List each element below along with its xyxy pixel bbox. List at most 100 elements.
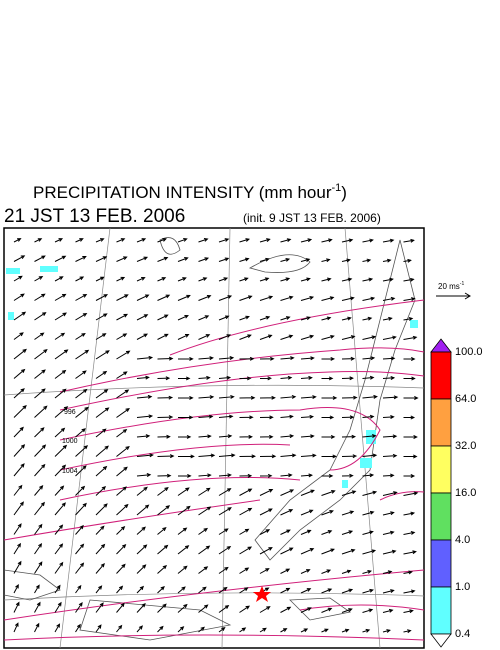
wind-arrow: [239, 415, 254, 420]
wind-arrow: [239, 546, 253, 555]
wind-arrow: [280, 489, 295, 496]
wind-arrow: [136, 625, 143, 633]
wind-arrow: [136, 414, 154, 419]
wind-arrow: [177, 294, 191, 301]
wind-arrow: [300, 258, 311, 262]
wind-arrow: [34, 349, 48, 360]
wind-arrow: [300, 489, 315, 496]
wind-arrow: [218, 546, 232, 555]
wind-arrow: [54, 369, 67, 379]
wind-arrow: [403, 550, 417, 555]
wind-arrow: [54, 293, 67, 301]
wind-arrow: [259, 395, 276, 400]
wind-arrow: [198, 356, 214, 361]
wind-arrow: [321, 395, 338, 400]
wind-arrow: [382, 491, 398, 496]
wind-arrow: [198, 626, 205, 633]
wind-arrow: [116, 486, 127, 496]
wind-arrow: [239, 434, 253, 439]
wind-arrow: [321, 434, 336, 439]
wind-arrow: [403, 258, 412, 263]
wind-arrow: [54, 502, 66, 516]
wind-arrow: [116, 371, 128, 379]
wind-arrow: [198, 434, 212, 439]
wind-arrow: [341, 510, 355, 516]
wind-arrow: [34, 463, 46, 477]
wind-arrow: [321, 258, 331, 263]
wind-arrow: [13, 601, 20, 613]
wind-arrow: [157, 564, 168, 574]
wind-arrow: [403, 396, 419, 400]
wind-arrow: [177, 527, 188, 535]
legend-swatch: [430, 586, 452, 635]
wind-arrow: [341, 548, 356, 555]
wind-arrow: [177, 505, 191, 516]
wind-arrow: [177, 238, 188, 243]
wind-arrow: [13, 275, 23, 282]
isobar: [3, 634, 425, 641]
wind-arrow: [157, 415, 174, 420]
wind-arrow: [341, 588, 354, 594]
wind-arrow: [13, 560, 22, 574]
wind-arrow: [95, 445, 109, 457]
wind-arrow: [403, 357, 416, 361]
wind-arrow: [259, 315, 271, 321]
wind-arrow: [34, 255, 46, 262]
wind-arrow: [403, 317, 414, 321]
wind-arrow: [382, 356, 396, 361]
title: PRECIPITATION INTENSITY (mm hour-1): [33, 182, 347, 203]
wind-arrow: [259, 508, 273, 516]
wind-arrow: [136, 434, 151, 439]
wind-arrow: [341, 434, 357, 439]
wind-arrow: [177, 565, 188, 574]
wind-arrow: [280, 509, 294, 516]
wind-arrow: [116, 276, 126, 282]
wind-arrow: [259, 568, 270, 574]
wind-arrow: [198, 527, 208, 535]
wind-arrow: [95, 407, 110, 418]
wind-arrow: [34, 293, 46, 301]
wind-arrow: [239, 528, 250, 535]
wind-arrow: [280, 628, 288, 633]
wind-arrow: [382, 511, 395, 516]
wind-arrow: [300, 356, 315, 361]
wind-arrow: [259, 606, 271, 613]
wind-arrow: [321, 530, 333, 535]
wind-arrow: [136, 473, 152, 477]
wind-arrow: [34, 543, 43, 555]
valid-time: 21 JST 13 FEB. 2006: [4, 206, 185, 227]
wind-arrow: [341, 376, 354, 381]
wind-arrow: [136, 603, 146, 613]
precip-cell: [6, 268, 20, 274]
wind-arrow: [198, 604, 209, 613]
precip-cell: [410, 320, 418, 328]
wind-arrow: [136, 294, 150, 301]
wind-arrow: [300, 277, 311, 282]
wind-arrow: [34, 405, 48, 418]
wind-scale-label: 20 ms-1: [438, 281, 464, 291]
wind-arrow: [136, 544, 148, 555]
wind-arrow: [218, 586, 228, 594]
wind-arrow: [136, 564, 147, 574]
wind-arrow: [177, 314, 189, 321]
wind-arrow: [136, 314, 149, 321]
wind-arrow: [341, 628, 350, 633]
wind-arrow: [198, 506, 212, 516]
wind-arrow: [157, 544, 169, 555]
wind-arrow: [157, 625, 164, 633]
wind-arrow: [75, 293, 88, 301]
wind-arrow: [382, 296, 396, 301]
wind-arrow: [280, 356, 295, 361]
wind-arrow: [95, 503, 108, 516]
wind-arrow: [116, 466, 128, 477]
wind-arrow: [239, 356, 255, 361]
wind-arrow: [198, 375, 211, 380]
wind-arrow: [218, 627, 226, 633]
latitude-line: [3, 592, 425, 601]
wind-arrow: [362, 608, 374, 613]
wind-arrow: [403, 589, 416, 594]
wind-arrow: [218, 277, 229, 282]
wind-arrow: [13, 583, 19, 594]
wind-arrow: [280, 238, 292, 243]
